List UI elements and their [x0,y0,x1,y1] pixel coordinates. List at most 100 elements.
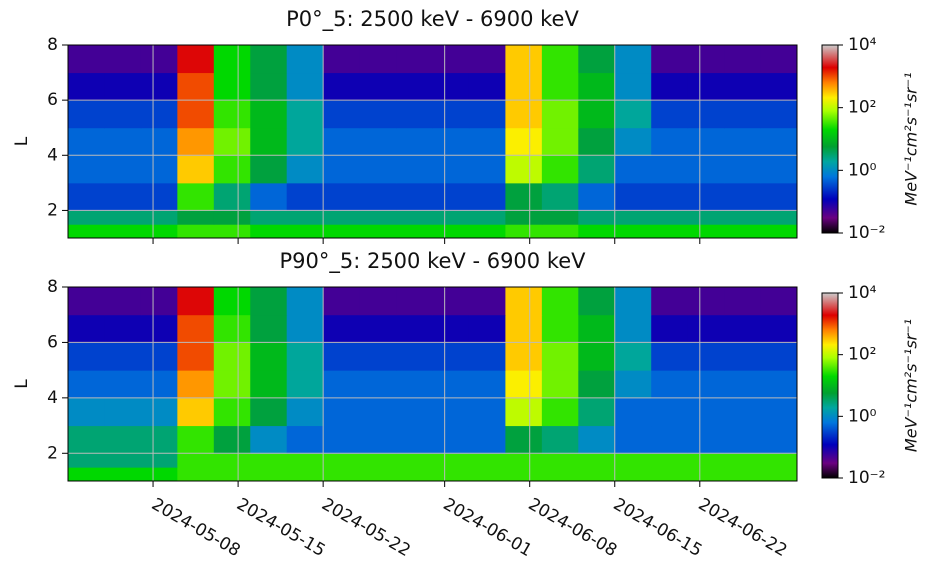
heatmap-cell [432,287,470,316]
heatmap-cell [140,397,178,427]
heatmap-cell [286,453,324,468]
heatmap-cell [505,45,543,74]
heatmap-cell [177,397,215,427]
heatmap-cell [177,370,215,399]
heatmap-cell [505,314,543,343]
heatmap-cell [250,72,288,101]
heatmap-cell [614,467,652,482]
heatmap-cell [468,72,506,101]
heatmap-cell [724,224,762,239]
heatmap-cell [724,453,762,468]
heatmap-cell [104,155,142,184]
heatmap-cell [177,425,215,454]
heatmap-cell [724,210,762,225]
heatmap-cell [104,210,142,225]
heatmap-cell [651,182,689,211]
heatmap-cell [432,45,470,74]
heatmap-cell [614,72,652,101]
heatmap-cell [213,72,251,101]
heatmap-cell [104,425,142,454]
heatmap-cell [250,342,288,371]
heatmap-cell [614,100,652,129]
heatmap-cell [359,453,397,468]
heatmap-cell [396,314,433,343]
heatmap-cell [687,287,725,316]
heatmap-cell [396,370,433,399]
heatmap-cell [359,314,397,343]
heatmap-cell [104,287,142,316]
heatmap-cell [177,45,215,74]
heatmap-cell [323,453,361,468]
heatmap-cell [286,155,324,184]
y-tick-label: 8 [47,277,58,297]
y-tick-label: 4 [47,388,58,408]
heatmap-cell [432,370,470,399]
heatmap-cell [140,453,178,468]
heatmap-cell [432,342,470,371]
heatmap-cell [578,72,616,101]
heatmap-cell [286,210,324,225]
heatmap-cell [213,210,251,225]
heatmap-cell [250,100,288,129]
heatmap-cell [323,72,361,101]
heatmap-cell [651,287,689,316]
heatmap-cell [651,72,689,101]
colorbar-tick-label: 10⁻² [848,468,885,488]
colorbar [821,44,839,234]
heatmap-cell [213,100,251,129]
heatmap-cell [651,425,689,454]
heatmap-cell [104,127,142,156]
heatmap-cell [614,182,652,211]
heatmap-cell [432,453,470,468]
x-tick-label: 2024-05-22 [318,494,414,561]
heatmap-cell [396,287,433,316]
heatmap-cell [286,224,324,239]
heatmap-cell [541,342,579,371]
heatmap-cell [468,45,506,74]
heatmap-cell [541,397,579,427]
y-tick-label: 4 [47,145,58,165]
heatmap-cell [323,425,361,454]
heatmap-cell [323,45,361,74]
heatmap-cell [614,453,652,468]
heatmap-cell [614,155,652,184]
heatmap-cell [724,467,762,482]
heatmap-cell [286,287,324,316]
heatmap-cell [651,45,689,74]
heatmap-cell [104,453,142,468]
x-tick-label: 2024-06-08 [525,494,621,561]
heatmap-cell [68,100,105,129]
heatmap-cell [651,210,689,225]
heatmap-cell [468,182,506,211]
heatmap-cell [760,453,798,468]
heatmap-cell [323,370,361,399]
heatmap-cell [177,155,215,184]
heatmap-cell [505,467,543,482]
x-tick-label: 2024-06-01 [440,494,536,561]
heatmap-cell [614,45,652,74]
heatmap-cell [760,127,798,156]
heatmap-cell [323,224,361,239]
heatmap-cell [687,100,725,129]
heatmap-cell [177,210,215,225]
y-tick-label: 6 [47,90,58,110]
heatmap-cell [760,287,798,316]
heatmap-cell [140,45,178,74]
heatmap-cell [104,100,142,129]
heatmap-cell [724,45,762,74]
heatmap-cell [687,342,725,371]
heatmap-cell [541,182,579,211]
heatmap-cell [140,425,178,454]
heatmap-cell [68,45,105,74]
heatmap-cell [250,287,288,316]
heatmap-cell [578,314,616,343]
heatmap-cell [104,182,142,211]
heatmap-cell [578,287,616,316]
heatmap-cell [468,467,506,482]
heatmap-cell [177,100,215,129]
heatmap-cell [614,425,652,454]
heatmap-cell [687,397,725,427]
heatmap-cell [104,72,142,101]
heatmap-cell [468,342,506,371]
heatmap-cell [359,72,397,101]
